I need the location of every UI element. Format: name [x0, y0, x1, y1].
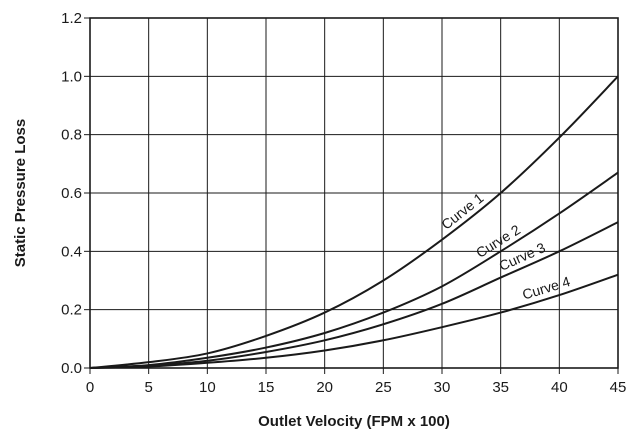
x-tick-label: 30 — [434, 379, 451, 396]
grid-lines — [89, 17, 619, 369]
series-lines — [89, 75, 619, 369]
y-axis-ticks: 0.0 0.2 0.4 0.6 0.8 1.0 1.2 — [61, 10, 90, 377]
y-tick-label: 0.8 — [61, 127, 82, 144]
y-axis-label: Static Pressure Loss — [12, 119, 29, 267]
x-tick-label: 20 — [316, 379, 333, 396]
series-line-3 — [89, 221, 619, 369]
y-tick-label: 0.6 — [61, 185, 82, 202]
x-axis-label: Outlet Velocity (FPM x 100) — [258, 413, 450, 430]
series-line-1 — [89, 75, 619, 369]
y-tick-label: 0.4 — [61, 243, 82, 260]
series-line-2 — [89, 171, 619, 369]
y-tick-label: 0.0 — [61, 360, 82, 377]
x-tick-label: 40 — [551, 379, 568, 396]
y-tick-label: 1.0 — [61, 68, 82, 85]
y-tick-label: 1.2 — [61, 10, 82, 27]
x-tick-label: 45 — [610, 379, 627, 396]
x-tick-label: 25 — [375, 379, 392, 396]
x-tick-label: 0 — [86, 379, 94, 396]
x-tick-label: 15 — [258, 379, 275, 396]
x-tick-label: 35 — [492, 379, 509, 396]
x-axis-ticks: 0 5 10 15 20 25 30 35 40 45 — [86, 368, 627, 396]
series-line-4 — [89, 273, 619, 369]
series-label-4: Curve 4 — [520, 273, 572, 302]
x-tick-label: 5 — [144, 379, 152, 396]
x-tick-label: 10 — [199, 379, 216, 396]
y-tick-label: 0.2 — [61, 302, 82, 319]
